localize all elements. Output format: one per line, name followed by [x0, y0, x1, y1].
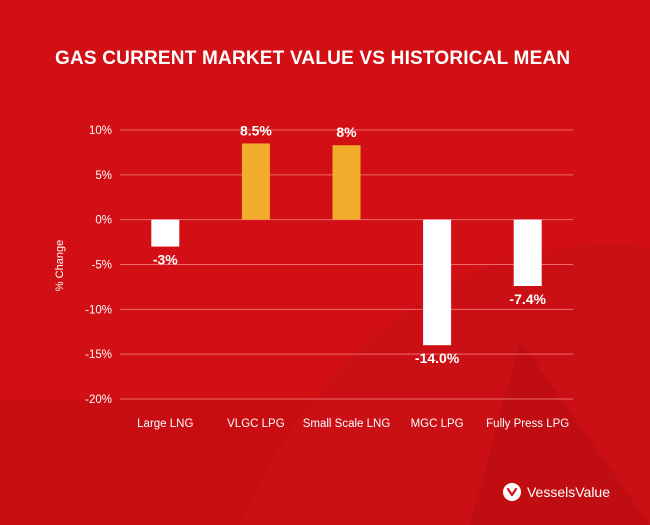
y-tick-label: 5%	[95, 170, 112, 182]
data-label: -14.0%	[415, 350, 460, 366]
data-label: 8.5%	[240, 122, 272, 138]
bar	[151, 219, 180, 247]
chart-title: GAS CURRENT MARKET VALUE VS HISTORICAL M…	[55, 48, 571, 69]
data-label: -3%	[153, 252, 178, 268]
bar	[423, 219, 452, 346]
x-tick-label: Small Scale LNG	[303, 418, 391, 430]
y-tick-label: -20%	[85, 394, 112, 406]
x-tick-label: Large LNG	[137, 418, 193, 430]
bar	[332, 145, 361, 220]
y-tick-label: 10%	[89, 125, 112, 137]
vesselsvalue-logo-icon	[502, 483, 521, 501]
y-tick-label: -10%	[85, 304, 112, 316]
y-tick-label: 0%	[95, 215, 112, 227]
x-tick-label: MGC LPG	[411, 418, 464, 430]
bar	[513, 219, 542, 287]
brand-logo: VesselsValue	[502, 483, 610, 501]
y-tick-label: -15%	[85, 349, 112, 361]
x-tick-label: Fully Press LPG	[486, 418, 569, 430]
bar	[241, 143, 270, 220]
x-tick-label: VLGC LPG	[227, 418, 285, 430]
y-axis-label: % Change	[54, 240, 66, 291]
data-label: -7.4%	[509, 291, 546, 307]
data-label: 8%	[336, 124, 357, 140]
y-tick-label: -5%	[92, 260, 112, 272]
brand-name: VesselsValue	[526, 484, 610, 500]
